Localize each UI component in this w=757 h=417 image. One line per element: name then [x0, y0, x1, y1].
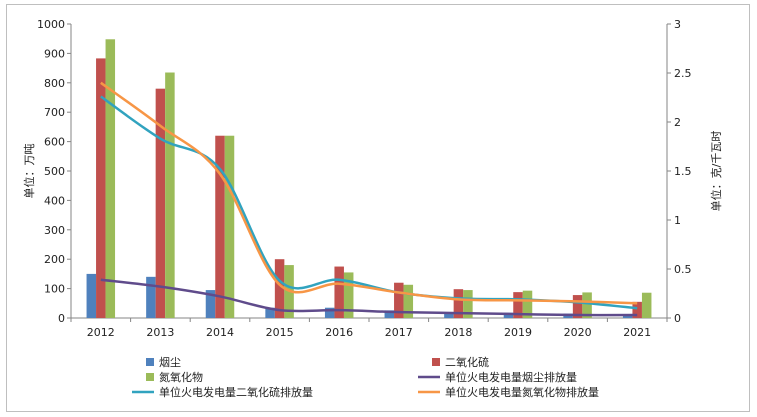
axes-group: 0 100 200 300 400 500 600 700 800 900 1000 0 0.5 1 1.5…	[22, 18, 723, 339]
right-tick-label: 1	[674, 214, 681, 227]
legend-label-单位火电发电量氮氧化物排放量: 单位火电发电量氮氧化物排放量	[445, 385, 599, 399]
x-tick-label: 2020	[564, 326, 592, 339]
x-tick-label: 2015	[266, 326, 294, 339]
bar-二氧化硫-2020	[572, 295, 583, 318]
x-tick-label: 2014	[206, 326, 234, 339]
legend-label-二氧化硫: 二氧化硫	[445, 355, 489, 369]
bar-氮氧化物-2012	[105, 39, 116, 319]
lines-group	[100, 81, 638, 317]
bar-二氧化硫-2013	[155, 88, 166, 319]
right-tick-label: 2.5	[674, 67, 692, 80]
left-tick-label: 1000	[37, 18, 65, 31]
left-tick-label: 400	[44, 194, 65, 207]
bar-烟尘-2015	[265, 307, 275, 318]
left-tick-label: 500	[44, 165, 65, 178]
x-tick-label: 2012	[87, 326, 115, 339]
bar-氮氧化物-2016	[343, 272, 354, 318]
left-tick-label: 0	[58, 312, 65, 325]
bar-烟尘-2013	[146, 276, 156, 318]
x-tick-label: 2018	[444, 326, 472, 339]
left-tick-label: 700	[44, 106, 65, 119]
left-tick-label: 900	[44, 47, 65, 60]
bar-烟尘-2014	[205, 290, 216, 318]
bar-氮氧化物-2013	[165, 72, 175, 318]
left-tick-label: 200	[44, 253, 65, 266]
bar-氮氧化物-2021	[641, 292, 652, 318]
bar-二氧化硫-2012	[96, 58, 106, 318]
bar-氮氧化物-2014	[224, 135, 235, 318]
bar-烟尘-2019	[503, 312, 514, 318]
bar-氮氧化物-2020	[582, 292, 592, 318]
line-单位火电发电量烟尘排放量	[100, 278, 638, 317]
bars-group	[86, 39, 652, 319]
bar-二氧化硫-2015	[274, 259, 285, 318]
legend-label-单位火电发电量烟尘排放量: 单位火电发电量烟尘排放量	[445, 370, 577, 384]
right-tick-label: 1.5	[674, 165, 692, 178]
left-tick-label: 100	[44, 283, 65, 296]
legend-label-单位火电发电量二氧化硫排放量: 单位火电发电量二氧化硫排放量	[159, 385, 313, 399]
bar-二氧化硫-2017	[394, 282, 404, 318]
bar-氮氧化物-2017	[403, 284, 414, 318]
bar-氮氧化物-2019	[522, 290, 533, 318]
bar-烟尘-2012	[86, 273, 97, 318]
legend-label-烟尘: 烟尘	[159, 355, 181, 369]
x-tick-label: 2013	[146, 326, 174, 339]
right-tick-label: 0	[674, 312, 681, 325]
bar-二氧化硫-2019	[513, 292, 523, 318]
chart-frame	[6, 4, 750, 412]
bar-二氧化硫-2016	[334, 266, 344, 318]
legend-label-氮氧化物: 氮氧化物	[159, 370, 203, 384]
bar-二氧化硫-2014	[215, 135, 225, 318]
x-tick-label: 2019	[504, 326, 532, 339]
right-tick-label: 0.5	[674, 263, 692, 276]
x-tick-label: 2017	[385, 326, 413, 339]
x-tick-label: 2021	[623, 326, 651, 339]
line-单位火电发电量氮氧化物排放量	[100, 81, 638, 305]
bar-烟尘-2017	[384, 310, 395, 318]
bar-烟尘-2018	[444, 312, 454, 318]
y-axis-title: 单位：万吨	[22, 144, 36, 199]
right-tick-label: 3	[674, 18, 681, 31]
bar-烟尘-2016	[324, 307, 335, 318]
bar-二氧化硫-2021	[632, 301, 642, 318]
legend-swatch-烟尘	[146, 358, 154, 366]
bar-氮氧化物-2018	[463, 290, 473, 318]
x-tick-label: 2016	[325, 326, 353, 339]
right-tick-label: 2	[674, 116, 681, 129]
legend-swatch-氮氧化物	[146, 373, 154, 381]
legend-swatch-二氧化硫	[432, 358, 440, 366]
line-单位火电发电量二氧化硫排放量	[100, 95, 638, 310]
left-tick-label: 800	[44, 77, 65, 90]
left-tick-label: 600	[44, 136, 65, 149]
y2-axis-title: 单位：克/千瓦时	[709, 131, 723, 212]
bar-二氧化硫-2018	[453, 289, 464, 318]
left-tick-label: 300	[44, 224, 65, 237]
